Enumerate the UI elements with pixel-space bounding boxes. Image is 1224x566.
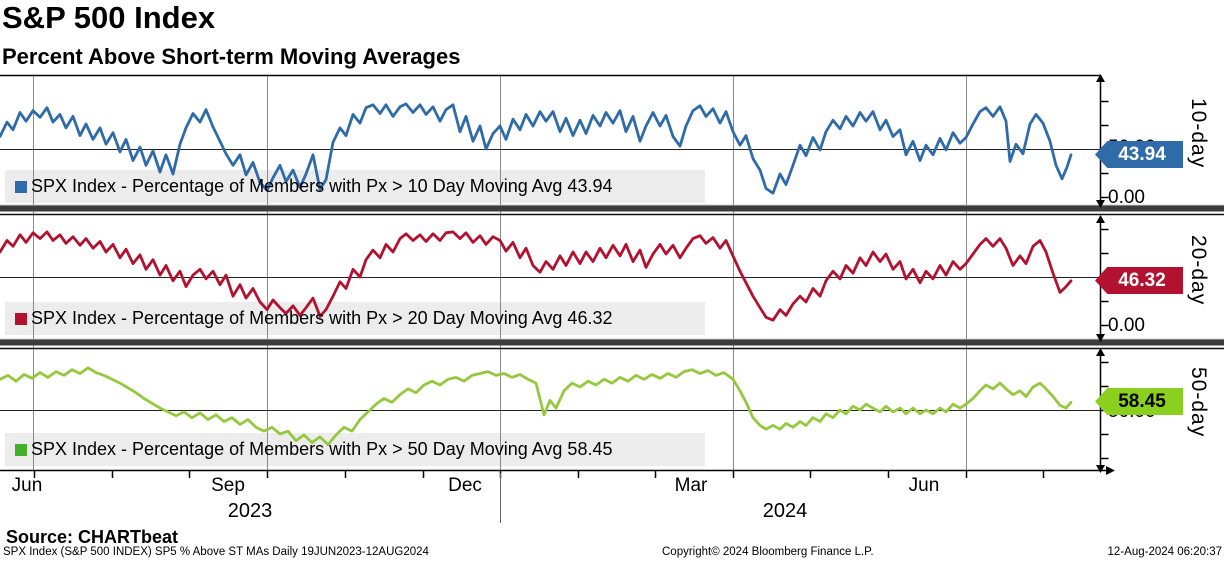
y-axis-up-arrow-icon bbox=[1096, 348, 1105, 356]
tag-value: 46.32 bbox=[1118, 269, 1166, 291]
legend-50-day: SPX Index - Percentage of Members with P… bbox=[5, 433, 612, 466]
y-axis-down-arrow-icon bbox=[1096, 465, 1105, 473]
legend-label: SPX Index - Percentage of Members with P… bbox=[31, 176, 613, 196]
last-value-tag-50-day: 58.45 bbox=[1095, 388, 1183, 415]
x-tick-label-Jun: Jun bbox=[11, 475, 43, 496]
last-value-tag-10-day: 43.94 bbox=[1095, 141, 1183, 168]
x-tick-label-Jun: Jun bbox=[908, 475, 940, 496]
footer-left: SPX Index (S&P 500 INDEX) SP5 % Above ST… bbox=[3, 546, 429, 558]
panel-separator bbox=[0, 339, 1224, 346]
legend-10-day: SPX Index - Percentage of Members with P… bbox=[5, 170, 612, 203]
x-tick-label-Mar: Mar bbox=[674, 475, 708, 496]
panel-separator bbox=[0, 205, 1224, 212]
y-label-0-panel1: 0.00 bbox=[1108, 187, 1145, 208]
tag-value: 43.94 bbox=[1118, 143, 1166, 165]
panel-title-10-day: 10-day bbox=[1187, 98, 1210, 169]
y-axis-down-arrow-icon bbox=[1096, 200, 1105, 208]
panel-title-20-day: 20-day bbox=[1187, 235, 1210, 306]
y-axis-up-arrow-icon bbox=[1096, 215, 1105, 223]
legend-label: SPX Index - Percentage of Members with P… bbox=[31, 308, 613, 328]
source-label: Source: CHARTbeat bbox=[6, 527, 179, 547]
tag-value: 58.45 bbox=[1118, 390, 1166, 412]
legend-label: SPX Index - Percentage of Members with P… bbox=[31, 439, 613, 459]
legend-marker-icon bbox=[15, 443, 27, 456]
footer-timestamp: 12-Aug-2024 06:20:37 bbox=[1107, 546, 1222, 558]
last-value-tag-20-day: 46.32 bbox=[1095, 267, 1183, 294]
x-year-label-2023: 2023 bbox=[227, 500, 273, 522]
x-tick-label-Dec: Dec bbox=[448, 475, 482, 496]
y-axis-up-arrow-icon bbox=[1096, 74, 1105, 82]
legend-marker-icon bbox=[15, 180, 27, 193]
y-label-0-panel2: 0.00 bbox=[1108, 315, 1145, 336]
legend-marker-icon bbox=[15, 312, 27, 325]
footer-copyright: Copyright© 2024 Bloomberg Finance L.P. bbox=[662, 546, 874, 558]
y-axis-down-arrow-icon bbox=[1096, 334, 1105, 342]
panel-title-50-day: 50-day bbox=[1187, 367, 1210, 438]
x-axis-right-arrow-icon bbox=[1106, 466, 1115, 475]
page-subtitle: Percent Above Short-term Moving Averages bbox=[2, 44, 461, 69]
legend-20-day: SPX Index - Percentage of Members with P… bbox=[5, 302, 612, 335]
x-tick-label-Sep: Sep bbox=[211, 475, 245, 496]
year-divider bbox=[500, 473, 501, 523]
x-year-label-2024: 2024 bbox=[762, 500, 808, 522]
page-title: S&P 500 Index bbox=[2, 0, 216, 35]
